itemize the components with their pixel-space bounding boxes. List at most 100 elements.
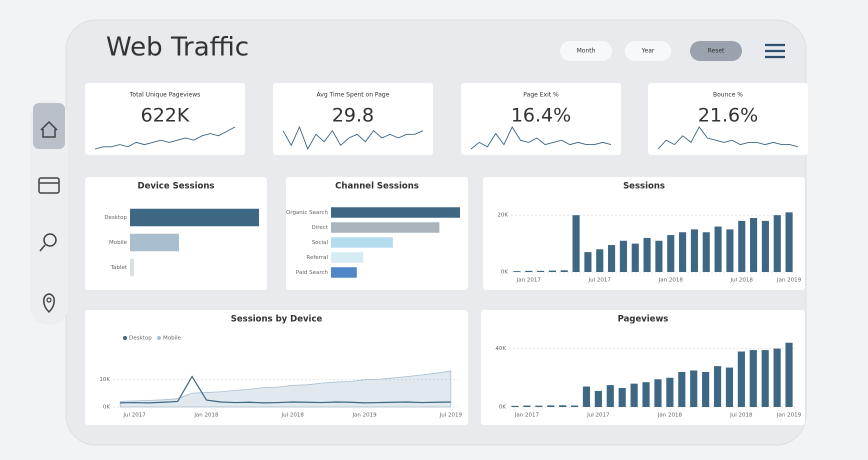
bar [584, 252, 592, 272]
bar [513, 271, 521, 272]
bar [726, 229, 734, 272]
bar [606, 385, 614, 407]
x-tick-label: Jan 2019 [776, 413, 802, 419]
bar [331, 252, 364, 263]
bar [331, 267, 357, 278]
x-tick-label: Jan 2018 [193, 413, 219, 419]
bar [535, 405, 543, 407]
sparkline [282, 125, 424, 151]
bar [594, 390, 602, 407]
kpi-value: 16.4% [511, 105, 571, 127]
x-tick-label: Jul 2019 [439, 413, 463, 419]
bar [666, 377, 674, 407]
bar [523, 405, 531, 407]
kpi-label: Page Exit % [523, 92, 559, 99]
sparkline [470, 126, 612, 150]
x-tick-label: Jan 2018 [658, 278, 684, 284]
bar [643, 237, 651, 272]
category-label: Direct [312, 225, 329, 231]
y-tick-label: 0K [103, 405, 110, 411]
y-tick-label: 20K [497, 213, 508, 219]
bar [537, 270, 545, 272]
bar [619, 240, 627, 272]
bar [737, 351, 745, 407]
kpi-card [85, 83, 245, 155]
menu-icon[interactable] [765, 43, 785, 59]
chart-title: Device Sessions [138, 182, 215, 192]
sidebar [30, 100, 68, 325]
location-icon[interactable] [43, 293, 55, 314]
bar [548, 270, 556, 272]
x-tick-label: Jan 2018 [657, 413, 683, 419]
bar [678, 371, 686, 407]
search-handle [39, 244, 46, 252]
bar [547, 405, 555, 407]
chart-card [483, 177, 805, 290]
bar [738, 220, 746, 272]
bar [630, 383, 638, 407]
bar [130, 258, 134, 277]
y-tick-label: 0K [501, 270, 508, 276]
calendar-icon[interactable] [38, 177, 60, 194]
bar [631, 243, 639, 272]
category-label: Mobile [109, 240, 128, 246]
bar [511, 405, 519, 407]
bar [713, 366, 722, 407]
x-tick-label: Jul 2018 [280, 413, 304, 419]
kpi-label: Bounce % [713, 92, 743, 99]
category-label: Organic Search [286, 210, 329, 216]
kpi-card [648, 83, 808, 155]
chart-title: Sessions [623, 182, 665, 192]
home-icon [40, 120, 58, 138]
button-label[interactable]: Month [577, 48, 596, 55]
button[interactable] [560, 41, 612, 61]
bar [559, 405, 567, 407]
bar [749, 350, 757, 407]
nav-home-active[interactable] [33, 103, 65, 149]
button-label[interactable]: Year [641, 48, 655, 55]
content: Total Unique Pageviews 622K Avg Time Spent… [85, 83, 808, 425]
bar [642, 382, 650, 407]
legend-swatch [157, 336, 161, 340]
page-title: Web Traffic [106, 33, 249, 63]
bar [572, 215, 580, 272]
bar [130, 208, 259, 227]
kpi-label: Total Unique Pageviews [129, 92, 200, 99]
bar [702, 232, 710, 272]
button-active[interactable] [690, 41, 742, 61]
category-label: Tablet [110, 265, 128, 271]
category-label: Social [312, 240, 329, 246]
button-label[interactable]: Reset [708, 48, 725, 55]
bar [785, 212, 793, 272]
sparkline [657, 126, 799, 150]
bar [761, 220, 769, 272]
bar [761, 350, 769, 407]
x-tick-label: Jan 2017 [516, 278, 542, 284]
bar [690, 229, 698, 272]
bar [331, 237, 393, 248]
bar [331, 222, 440, 233]
bar [654, 379, 662, 407]
sparkline [94, 126, 236, 150]
category-label: Desktop [104, 215, 127, 221]
bar [679, 232, 687, 272]
bar [618, 388, 626, 407]
legend-label: Mobile [163, 336, 182, 342]
chart-title: Pageviews [618, 315, 669, 325]
chart-title: Channel Sessions [335, 182, 419, 192]
x-tick-label: Jul 2018 [730, 278, 754, 284]
bar [582, 386, 591, 407]
kpi-label: Avg Time Spent on Page [317, 92, 390, 99]
x-tick-label: Jan 2017 [514, 413, 540, 419]
bar [690, 370, 698, 407]
x-tick-label: Jan 2019 [776, 278, 802, 284]
bar [560, 270, 568, 272]
x-tick-label: Jul 2017 [588, 278, 612, 284]
bar [570, 405, 579, 407]
area [119, 370, 452, 408]
y-tick-label: 40K [495, 346, 506, 352]
button[interactable] [625, 41, 671, 61]
x-tick-label: Jul 2017 [586, 413, 610, 419]
search-icon[interactable] [43, 233, 57, 247]
